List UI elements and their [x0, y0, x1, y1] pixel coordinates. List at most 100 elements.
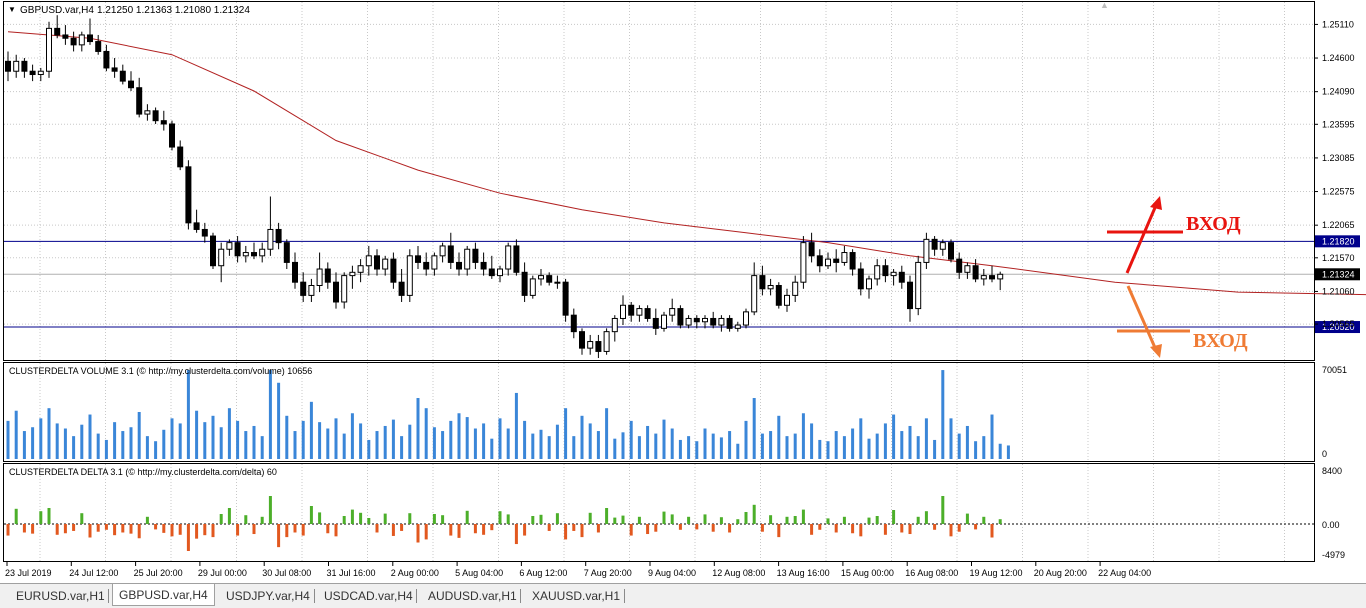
entry-down-annotation: ВХОД: [1117, 285, 1248, 358]
candle-body: [915, 261, 922, 310]
volume-bar: [842, 436, 846, 459]
time-label: 9 Aug 04:00: [648, 568, 696, 578]
delta-bar: [670, 514, 674, 524]
candle-body: [652, 317, 659, 329]
volume-bar: [186, 370, 190, 459]
volume-bar: [88, 414, 92, 459]
delta-bar: [449, 524, 453, 536]
price-label: 1.22065: [1322, 220, 1355, 230]
time-label: 6 Aug 12:00: [519, 568, 567, 578]
tab-xauusd[interactable]: XAUUSD.var,H1: [532, 589, 621, 603]
volume-bar: [260, 436, 264, 459]
volume-bar: [154, 441, 158, 459]
volume-bar: [555, 424, 559, 459]
price-label: 1.23085: [1322, 153, 1355, 163]
candle-body: [382, 258, 389, 270]
candle-body: [234, 242, 241, 257]
volume-bar: [990, 414, 994, 459]
volume-bar: [219, 427, 223, 459]
candle-body: [119, 70, 126, 82]
price-label: 1.24090: [1322, 87, 1355, 97]
candle-body: [95, 41, 102, 52]
delta-bar: [400, 524, 404, 531]
price-label: 1.23595: [1322, 119, 1355, 129]
candle-body: [497, 268, 503, 277]
delta-bar: [933, 524, 937, 530]
candle-body: [193, 222, 200, 230]
candle-body: [160, 120, 167, 125]
volume-bar: [391, 419, 395, 459]
candle-body: [775, 284, 782, 306]
volume-bar: [826, 441, 830, 459]
candle-body: [857, 268, 864, 290]
candle-body: [554, 281, 561, 284]
trading-chart[interactable]: 1.21820 1.20520 1.21324 1.25110 1.24600 1.24…: [0, 0, 1366, 583]
volume-bar: [588, 423, 592, 459]
time-axis: 23 Jul 2019 24 Jul 12:00 25 Jul 20:00 29 Ju…: [5, 562, 1151, 578]
volume-bar: [785, 436, 789, 459]
candle-body: [661, 314, 667, 329]
candle-body: [767, 284, 774, 290]
delta-bar: [293, 524, 297, 533]
entry-up-annotation: ВХОД: [1107, 196, 1241, 274]
delta-bar: [572, 524, 576, 531]
candle-body: [251, 252, 257, 257]
tab-gbpusd[interactable]: GBPUSD.var,H4: [112, 584, 215, 606]
time-label: 31 Jul 16:00: [327, 568, 376, 578]
tab-eurusd[interactable]: EURUSD.var,H1: [16, 589, 105, 603]
volume-bar: [654, 433, 658, 459]
delta-bar: [580, 524, 584, 538]
delta-bar: [613, 517, 617, 524]
volume-bar: [572, 436, 576, 459]
candle-body: [521, 271, 528, 296]
delta-axis-min: -4979: [1322, 550, 1345, 560]
tab-usdjpy[interactable]: USDJPY.var,H4: [226, 589, 310, 603]
delta-bar: [383, 513, 387, 524]
candle-body: [472, 248, 479, 263]
volume-bar: [711, 433, 715, 459]
volume-bar: [326, 428, 330, 459]
delta-bar: [744, 512, 748, 524]
candle-body: [956, 258, 963, 273]
volume-bar: [113, 422, 117, 459]
volume-bar: [605, 408, 609, 459]
volume-bar: [736, 443, 740, 459]
volume-bars: [6, 370, 1010, 459]
delta-bar: [195, 524, 199, 539]
delta-panel-title: CLUSTERDELTA DELTA 3.1 (© http://my.clus…: [9, 467, 277, 477]
volume-bar: [728, 431, 732, 459]
delta-bar: [72, 524, 76, 531]
volume-bar: [744, 420, 748, 459]
volume-bar: [769, 431, 773, 459]
delta-bar: [637, 516, 641, 524]
delta-bar: [367, 518, 371, 524]
tab-usdcad[interactable]: USDCAD.var,H4: [324, 589, 413, 603]
candle-body: [341, 275, 348, 303]
volume-panel-title: CLUSTERDELTA VOLUME 3.1 (© http://my.clu…: [9, 366, 312, 376]
tab-audusd[interactable]: AUDUSD.var,H1: [428, 589, 517, 603]
delta-bar: [63, 524, 67, 534]
candle-body: [710, 317, 717, 326]
volume-axis-min: 0: [1322, 449, 1327, 459]
volume-bar: [80, 424, 84, 459]
delta-bar: [178, 524, 182, 535]
time-label: 20 Aug 20:00: [1034, 568, 1087, 578]
volume-bar: [719, 437, 723, 459]
delta-bar: [728, 524, 732, 533]
time-label: 30 Jul 08:00: [262, 568, 311, 578]
delta-bar: [482, 524, 486, 535]
volume-bar: [457, 413, 461, 459]
candle-body: [972, 265, 979, 280]
volume-bar: [383, 425, 387, 459]
volume-bar: [506, 428, 510, 459]
delta-bar: [162, 524, 166, 533]
delta-bar: [104, 524, 108, 530]
candle-body: [505, 245, 512, 270]
collapse-arrow-icon[interactable]: ▼: [8, 5, 16, 14]
candle-body: [111, 67, 118, 72]
scroll-marker-icon[interactable]: ▲: [1100, 0, 1109, 10]
candle-body: [907, 281, 913, 310]
candle-body: [644, 308, 651, 319]
delta-axis-zero: 0.00: [1322, 520, 1340, 530]
tab-separator: [416, 589, 417, 603]
